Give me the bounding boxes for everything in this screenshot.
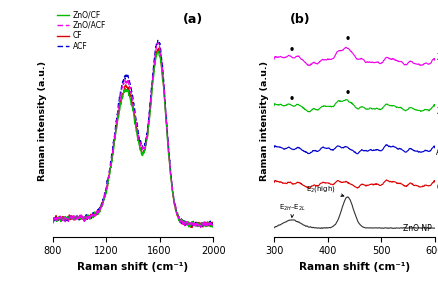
Text: E$_2$(high): E$_2$(high) (305, 184, 343, 197)
Y-axis label: Raman intensity (a.u.): Raman intensity (a.u.) (38, 61, 47, 181)
Text: •: • (288, 45, 294, 55)
Legend: ZnO/CF, ZnO/ACF, CF, ACF: ZnO/CF, ZnO/ACF, CF, ACF (57, 9, 106, 52)
Text: (b): (b) (290, 13, 310, 26)
X-axis label: Raman shift (cm⁻¹): Raman shift (cm⁻¹) (77, 262, 188, 272)
Text: ZnO NP: ZnO NP (402, 224, 430, 233)
Text: E$_{2H}$–E$_{2L}$: E$_{2H}$–E$_{2L}$ (279, 203, 306, 217)
Text: •: • (288, 93, 294, 103)
Text: CF: CF (435, 183, 438, 192)
Text: ZnO/ACF: ZnO/ACF (435, 52, 438, 61)
Text: •: • (343, 34, 350, 44)
Y-axis label: Raman intensity (a.u.): Raman intensity (a.u.) (259, 61, 268, 181)
Text: ACF: ACF (435, 148, 438, 157)
X-axis label: Raman shift (cm⁻¹): Raman shift (cm⁻¹) (298, 262, 409, 272)
Text: •: • (343, 88, 350, 98)
Text: (a): (a) (183, 13, 203, 26)
Text: ZnO/CF: ZnO/CF (435, 107, 438, 116)
